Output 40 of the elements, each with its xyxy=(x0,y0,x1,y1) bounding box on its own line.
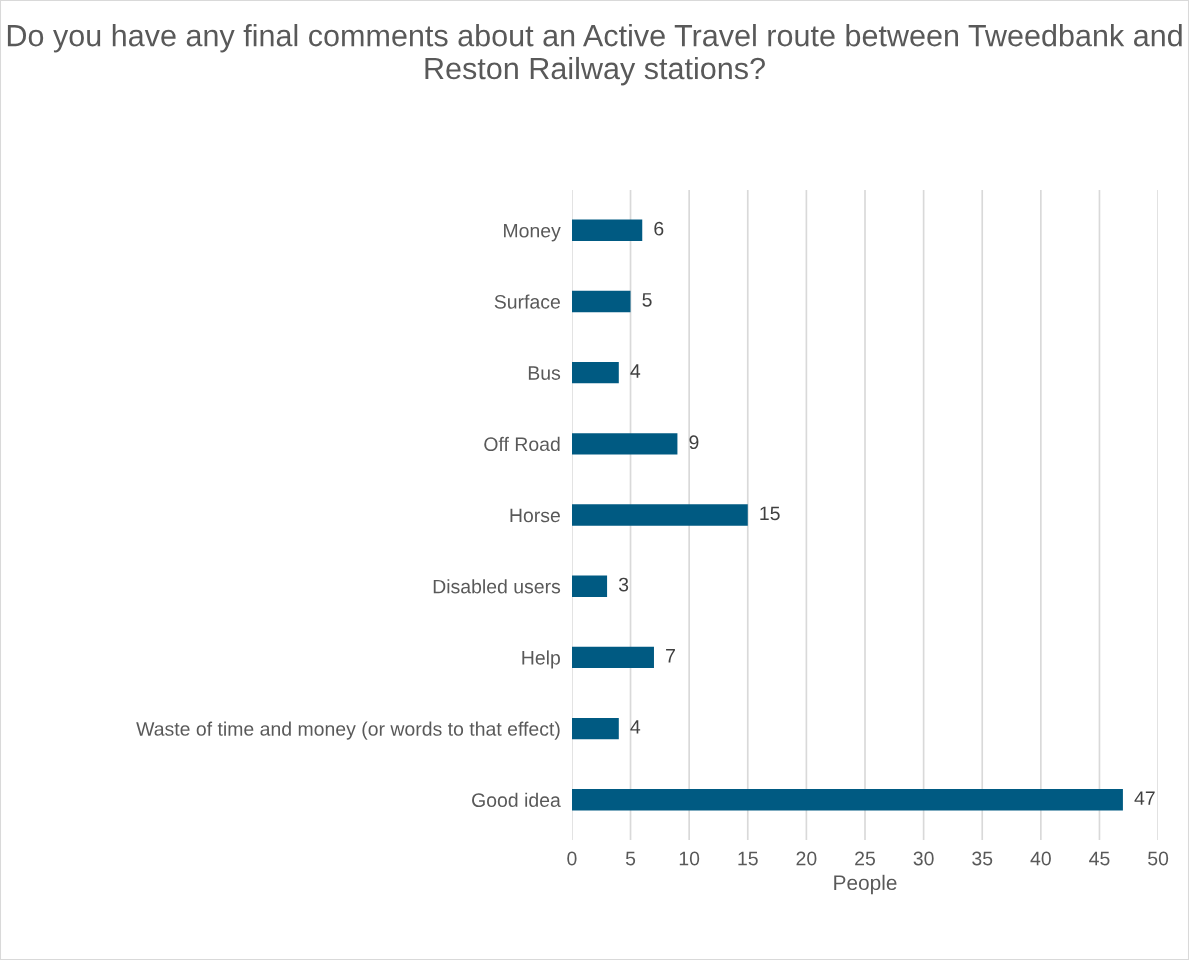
bar xyxy=(571,646,654,669)
y-tick-label: Good idea xyxy=(472,792,561,808)
bar xyxy=(571,433,678,455)
bar xyxy=(571,789,1123,811)
data-label: 7 xyxy=(666,649,675,663)
data-label: 5 xyxy=(642,293,652,307)
x-tick-label: 0 xyxy=(567,851,577,866)
y-tick-label: Help xyxy=(522,650,560,669)
bar xyxy=(571,504,748,526)
x-tick-label: 25 xyxy=(855,851,875,866)
data-label: 3 xyxy=(618,577,629,592)
x-tick-label: 35 xyxy=(972,851,993,866)
y-tick-label: Money xyxy=(504,223,561,242)
chart-title: Do you have any final comments about an Active Travel route between Tweedbank and Reston Railway stations? xyxy=(7,24,1182,86)
x-tick-label: 40 xyxy=(1030,851,1051,866)
y-tick-label: Surface xyxy=(494,294,560,309)
y-tick-label: Bus xyxy=(528,366,561,380)
bar xyxy=(571,361,619,384)
y-tick-label: Waste of time and money (or words to that effect) xyxy=(136,721,560,740)
data-label: 15 xyxy=(760,506,780,521)
data-label: 4 xyxy=(630,364,641,378)
x-tick-label: 45 xyxy=(1089,851,1110,866)
data-label: 9 xyxy=(689,435,699,450)
y-tick-label: Horse xyxy=(510,508,560,523)
x-tick-label: 30 xyxy=(913,851,934,866)
bar xyxy=(571,219,643,241)
x-tick-label: 15 xyxy=(738,851,758,866)
x-tick-label: 10 xyxy=(679,851,700,866)
bar xyxy=(571,575,608,597)
y-tick-label: Off Road xyxy=(484,436,560,452)
bar xyxy=(571,717,619,740)
x-tick-label: 5 xyxy=(625,851,636,866)
data-label: 47 xyxy=(1134,791,1155,805)
bar xyxy=(571,290,631,313)
x-tick-label: 50 xyxy=(1148,851,1169,866)
y-tick-label: Disabled users xyxy=(433,579,561,594)
x-axis-title: People xyxy=(834,874,897,895)
data-label: 4 xyxy=(630,720,641,734)
data-label: 6 xyxy=(654,221,664,236)
x-tick-label: 20 xyxy=(796,851,817,866)
